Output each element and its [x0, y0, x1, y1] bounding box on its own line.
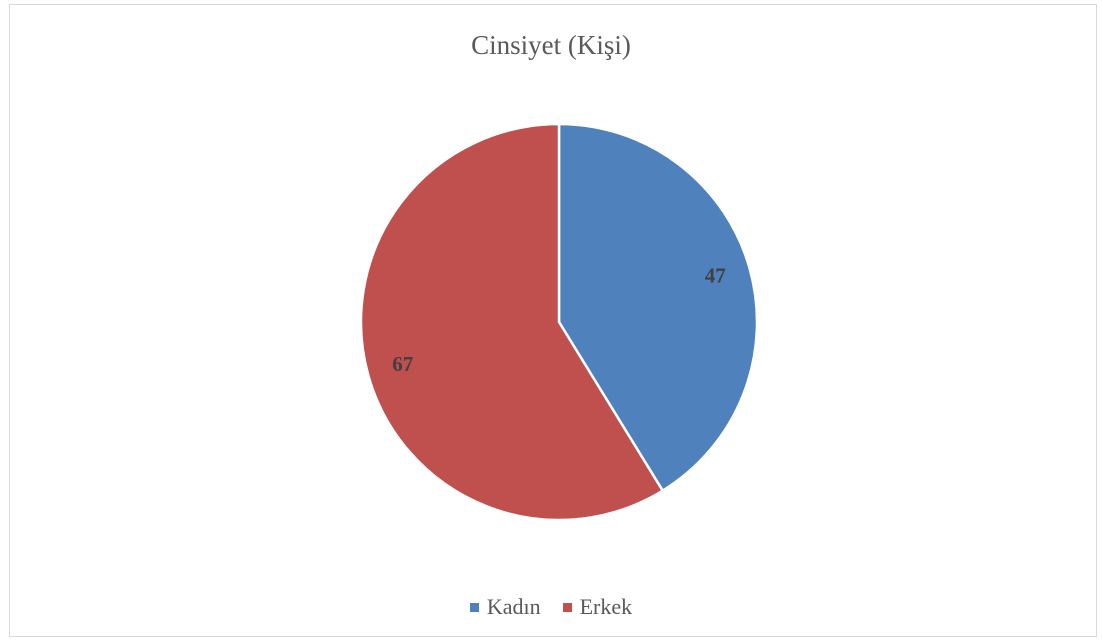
legend-swatch-kadın	[469, 602, 479, 612]
data-label-kadın: 47	[705, 264, 726, 288]
chart-legend: Kadın Erkek	[0, 594, 1102, 620]
legend-label-kadın: Kadın	[486, 594, 541, 619]
legend-item-kadın: Kadın	[469, 594, 541, 620]
chart-title: Cinsiyet (Kişi)	[471, 30, 631, 60]
legend-label-erkek: Erkek	[579, 594, 633, 619]
data-label-erkek: 67	[392, 352, 413, 376]
pie-slice-kadın	[557, 122, 759, 492]
legend-item-erkek: Erkek	[562, 594, 633, 620]
legend-swatch-erkek	[562, 602, 572, 612]
pie-slice-erkek	[359, 122, 664, 522]
